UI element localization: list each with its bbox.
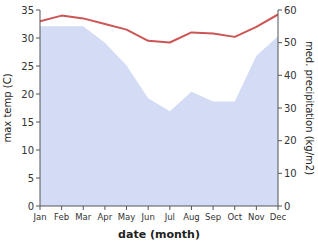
- x-tick: [83, 206, 84, 210]
- x-tick: [213, 206, 214, 210]
- x-tick: [278, 206, 279, 210]
- x-tick: [191, 206, 192, 210]
- x-tick-label: Aug: [183, 212, 200, 222]
- y2-tick-label: 30: [284, 103, 297, 114]
- y2-tick: [278, 206, 282, 207]
- y-tick-label: 25: [21, 61, 34, 72]
- x-tick: [61, 206, 62, 210]
- y-tick-label: 20: [21, 89, 34, 100]
- x-axis-label: date (month): [118, 228, 200, 241]
- y-tick: [36, 206, 40, 207]
- y-tick-label: 30: [21, 33, 34, 44]
- y-tick: [36, 66, 40, 67]
- y2-tick-label: 0: [284, 201, 290, 212]
- x-tick-label: Oct: [227, 212, 242, 222]
- y-tick-label: 0: [28, 201, 34, 212]
- x-tick-label: Feb: [54, 212, 69, 222]
- y-axis-line: [40, 10, 41, 206]
- plot-area: [40, 14, 278, 206]
- y-tick-label: 10: [21, 145, 34, 156]
- y2-tick: [278, 140, 282, 141]
- x-tick: [148, 206, 149, 210]
- y-tick: [36, 94, 40, 95]
- temperature-line: [40, 14, 278, 42]
- x-tick: [234, 206, 235, 210]
- x-tick-label: Nov: [248, 212, 265, 222]
- y2-tick-label: 20: [284, 135, 297, 146]
- x-tick-label: Dec: [270, 212, 287, 222]
- x-tick-label: Jun: [141, 212, 155, 222]
- y-tick: [36, 150, 40, 151]
- x-tick: [40, 206, 41, 210]
- y2-tick: [278, 173, 282, 174]
- y-tick: [36, 122, 40, 123]
- y2-tick-label: 60: [284, 5, 297, 16]
- y2-tick-label: 10: [284, 168, 297, 179]
- x-tick-label: Jul: [164, 212, 175, 222]
- y-axis-label: max temp (C): [2, 73, 13, 142]
- precipitation-area: [40, 26, 278, 206]
- y-tick: [36, 178, 40, 179]
- y2-tick: [278, 108, 282, 109]
- x-tick: [126, 206, 127, 210]
- y2-tick: [278, 10, 282, 11]
- x-tick-label: May: [118, 212, 136, 222]
- y-tick: [36, 38, 40, 39]
- y2-tick: [278, 42, 282, 43]
- x-tick-label: Jan: [32, 212, 46, 222]
- x-tick: [169, 206, 170, 210]
- x-tick-label: Apr: [98, 212, 113, 222]
- y2-axis-label: med. precipitation (kg/m2): [304, 41, 315, 175]
- y-tick: [36, 10, 40, 11]
- y-tick-label: 35: [21, 5, 34, 16]
- y2-tick-label: 50: [284, 37, 297, 48]
- y-tick-label: 5: [28, 173, 34, 184]
- x-tick: [104, 206, 105, 210]
- y-tick-label: 15: [21, 117, 34, 128]
- y2-tick-label: 40: [284, 70, 297, 81]
- x-tick-label: Mar: [75, 212, 92, 222]
- x-tick: [256, 206, 257, 210]
- y2-tick: [278, 75, 282, 76]
- x-axis-line: [40, 206, 278, 207]
- chart: 0 5 10 15 20 25 30 35 0 10 20 30 40 50 60 Jan Feb Mar Apr M…: [0, 0, 318, 247]
- x-tick-label: Sep: [205, 212, 221, 222]
